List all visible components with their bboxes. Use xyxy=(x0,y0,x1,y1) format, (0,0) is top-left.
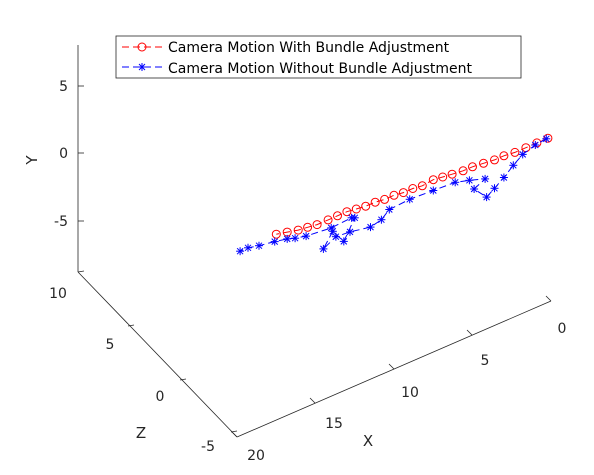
series-0-point-5 xyxy=(490,155,499,165)
series-1-point-3 xyxy=(509,161,518,170)
z-axis-line xyxy=(77,271,238,438)
series-0-point-16 xyxy=(380,194,390,204)
series-1-point-26 xyxy=(283,234,292,243)
y-tick-label: 0 xyxy=(59,146,68,162)
series-0-point-3 xyxy=(510,147,520,157)
legend-label-without-ba: Camera Motion Without Bundle Adjustment xyxy=(168,61,473,77)
series-1-point-1 xyxy=(531,141,540,149)
series-1-point-8 xyxy=(481,174,490,183)
z-ticks: 10 5 0 -5 Z xyxy=(49,270,238,455)
series-1-point-17 xyxy=(331,232,340,241)
legend-label-with-ba: Camera Motion With Bundle Adjustment xyxy=(168,40,450,56)
series-1-point-30 xyxy=(236,247,245,256)
z-tick-mark xyxy=(127,324,135,327)
series-0-point-13 xyxy=(408,184,418,193)
series-1-point-13 xyxy=(385,205,394,214)
series-0-point-6 xyxy=(479,158,488,168)
series-1-point-25 xyxy=(291,234,300,243)
series-1-point-5 xyxy=(490,184,499,193)
series-1-point-23 xyxy=(327,223,336,232)
z-axis-title: Z xyxy=(136,424,146,442)
series-0-point-14 xyxy=(398,188,408,198)
series-0-point-11 xyxy=(428,175,438,185)
series-0-point-20 xyxy=(342,207,352,217)
x-tick-label: 0 xyxy=(558,321,567,337)
series-1-point-20 xyxy=(339,237,348,246)
series-0-point-21 xyxy=(333,211,342,221)
series-1-point-0 xyxy=(542,134,551,143)
series-0-point-24 xyxy=(303,222,313,232)
series-1-point-4 xyxy=(499,173,508,182)
z-tick-mark xyxy=(77,270,85,273)
series-1-point-18 xyxy=(319,244,328,253)
series-1-point-15 xyxy=(366,223,375,232)
series-1-point-11 xyxy=(429,186,438,195)
series-1-point-24 xyxy=(302,232,311,241)
series-line-0 xyxy=(276,137,549,235)
x-tick-label: 5 xyxy=(481,353,490,369)
z-tick-mark xyxy=(230,430,238,433)
x-tick-mark xyxy=(309,397,316,404)
series-0-point-23 xyxy=(312,220,322,230)
legend-box xyxy=(115,35,522,79)
x-tick-mark xyxy=(545,295,552,302)
y-tick-label: -5 xyxy=(54,214,68,230)
series-1-point-27 xyxy=(270,237,279,246)
series-0-point-19 xyxy=(351,204,361,214)
z-tick-mark xyxy=(179,378,187,381)
series-0-point-17 xyxy=(370,197,380,207)
series-1-point-16 xyxy=(346,227,354,236)
x-axis-title: X xyxy=(363,432,373,450)
z-tick-label: 10 xyxy=(49,286,67,302)
x-tick-mark xyxy=(231,431,238,438)
series-0-point-15 xyxy=(389,190,399,200)
series-1-point-22 xyxy=(347,213,356,222)
series-0-point-10 xyxy=(438,172,448,182)
series-1-point-28 xyxy=(255,241,263,250)
x-tick-label: 15 xyxy=(325,416,343,432)
series-0-point-18 xyxy=(361,201,371,211)
z-tick-label: 5 xyxy=(106,337,115,353)
series-0-point-0 xyxy=(543,133,553,143)
series-0-point-27 xyxy=(271,229,281,239)
axes xyxy=(77,45,552,438)
series-1-point-6 xyxy=(482,193,491,202)
legend-marker-without-ba xyxy=(138,63,146,71)
x-tick-label: 20 xyxy=(247,448,265,464)
z-tick-label: -5 xyxy=(201,439,215,455)
series-0-point-9 xyxy=(447,169,457,179)
series-0-point-7 xyxy=(468,162,477,172)
legend: Camera Motion With Bundle Adjustment Cam… xyxy=(115,35,522,79)
z-tick-label: 0 xyxy=(156,389,165,405)
y-axis-title: Y xyxy=(23,155,41,166)
series-1-point-14 xyxy=(377,215,386,224)
series-1-point-10 xyxy=(451,178,460,187)
x-tick-mark xyxy=(466,329,473,336)
series-0-point-4 xyxy=(499,151,509,161)
series-1-point-12 xyxy=(405,195,414,204)
legend-marker-with-ba xyxy=(137,42,147,52)
series-0-point-8 xyxy=(458,166,468,176)
x-ticks: 0 5 10 15 20 X xyxy=(231,295,567,464)
series-layer xyxy=(236,133,553,256)
series-0-point-22 xyxy=(323,215,333,225)
series-1-point-7 xyxy=(470,185,479,193)
y-tick-label: 5 xyxy=(59,79,68,95)
series-1-point-9 xyxy=(465,176,474,185)
series-0-point-12 xyxy=(417,181,427,191)
x-tick-mark xyxy=(388,363,395,370)
series-1-point-29 xyxy=(244,243,252,252)
y-ticks: 5 0 -5 Y xyxy=(23,79,84,230)
x-tick-label: 10 xyxy=(401,385,419,401)
series-1-point-2 xyxy=(518,150,527,159)
series-0-point-25 xyxy=(293,225,303,235)
